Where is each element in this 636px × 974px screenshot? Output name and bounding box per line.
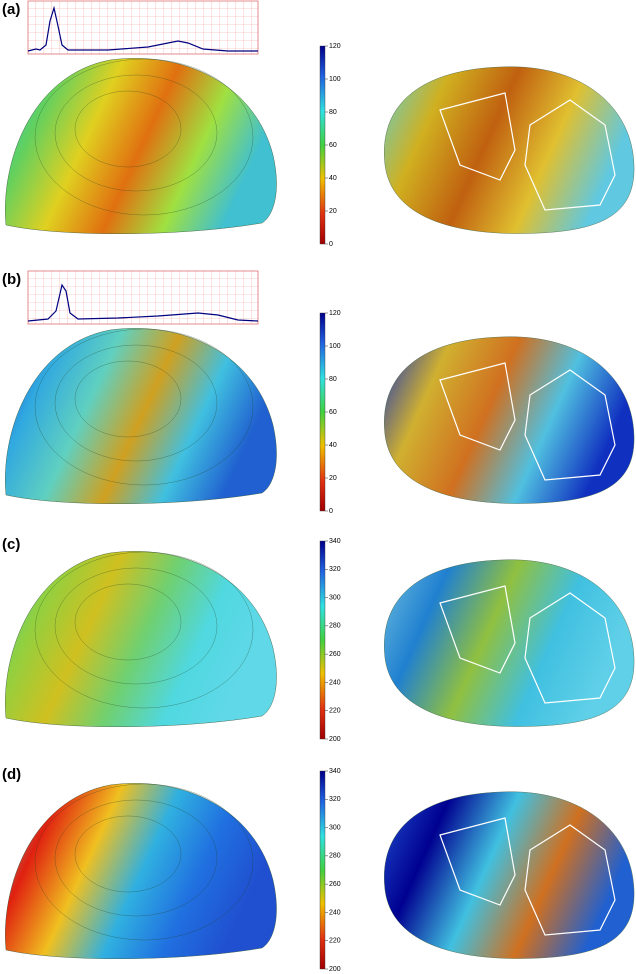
colorbar-tick-label: 20 [329, 208, 337, 215]
colorbar-tick-label: 220 [329, 708, 341, 715]
panel-label: (c) [2, 536, 20, 553]
contour [34, 58, 254, 216]
contour [74, 90, 182, 168]
right-surface [384, 336, 635, 504]
contour [54, 799, 218, 917]
colorbar-tick-label: 260 [329, 881, 341, 888]
right-surface [384, 66, 635, 234]
colorbar [319, 770, 326, 970]
colorbar-tick-label: 320 [329, 566, 341, 573]
colorbar-tick-label: 80 [329, 376, 337, 383]
colorbar-tick-label: 240 [329, 909, 341, 916]
colorbar-tick-label: 240 [329, 679, 341, 686]
contour [54, 344, 218, 462]
panel-label: (d) [2, 766, 21, 783]
panel: (a) 0 20 40 60 80 100 120 [2, 0, 635, 248]
colorbar-tick-label: 260 [329, 651, 341, 658]
left-surface [5, 551, 277, 727]
trace-box [27, 270, 259, 325]
colorbar [319, 540, 326, 740]
colorbar-tick-label: 220 [329, 938, 341, 945]
colorbar-tick-label: 340 [329, 538, 341, 545]
colorbar-tick-label: 60 [329, 142, 337, 149]
colorbar-tick-label: 40 [329, 175, 337, 182]
contour [54, 74, 218, 192]
contour [74, 583, 182, 661]
left-chamber [439, 92, 516, 181]
contour [74, 360, 182, 438]
colorbar-tick-label: 120 [329, 310, 341, 317]
right-chamber [524, 592, 616, 704]
contour [74, 815, 182, 893]
left-chamber [439, 817, 516, 906]
trace-box [27, 0, 259, 55]
colorbar-tick-label: 340 [329, 768, 341, 775]
colorbar-tick-label: 100 [329, 76, 341, 83]
contour [54, 567, 218, 685]
left-surface [5, 328, 277, 504]
right-chamber [524, 824, 616, 936]
left-chamber [439, 362, 516, 451]
colorbar-tick-label: 200 [329, 736, 341, 743]
left-surface [5, 783, 277, 959]
panel: (b) 0 20 40 60 80 100 120 [2, 270, 635, 515]
colorbar-tick-label: 0 [329, 241, 333, 248]
right-surface [384, 559, 635, 727]
contour [34, 328, 254, 486]
colorbar-tick-label: 280 [329, 623, 341, 630]
right-surface [384, 791, 635, 959]
panel: (d) 200 220 240 260 280 300 320 340 [2, 766, 635, 973]
colorbar-tick-label: 280 [329, 853, 341, 860]
contour [34, 783, 254, 941]
contour [34, 551, 254, 709]
colorbar-tick-label: 300 [329, 594, 341, 601]
panel-label: (a) [2, 1, 20, 18]
panel-label: (b) [2, 271, 21, 288]
colorbar-tick-label: 20 [329, 475, 337, 482]
colorbar-tick-label: 300 [329, 824, 341, 831]
colorbar-tick-label: 320 [329, 796, 341, 803]
colorbar-tick-label: 80 [329, 109, 337, 116]
left-surface [5, 58, 277, 234]
trace [27, 5, 258, 52]
colorbar [319, 312, 326, 512]
colorbar-tick-label: 40 [329, 442, 337, 449]
trace [27, 283, 259, 322]
colorbar [319, 45, 326, 245]
left-chamber [439, 585, 516, 674]
right-chamber [524, 99, 616, 211]
colorbar-tick-label: 0 [329, 508, 333, 515]
right-chamber [524, 369, 616, 481]
colorbar-tick-label: 120 [329, 43, 341, 50]
colorbar-tick-label: 200 [329, 966, 341, 973]
panel: (c) 200 220 240 260 280 300 320 340 [2, 536, 635, 743]
colorbar-tick-label: 100 [329, 343, 341, 350]
colorbar-tick-label: 60 [329, 409, 337, 416]
